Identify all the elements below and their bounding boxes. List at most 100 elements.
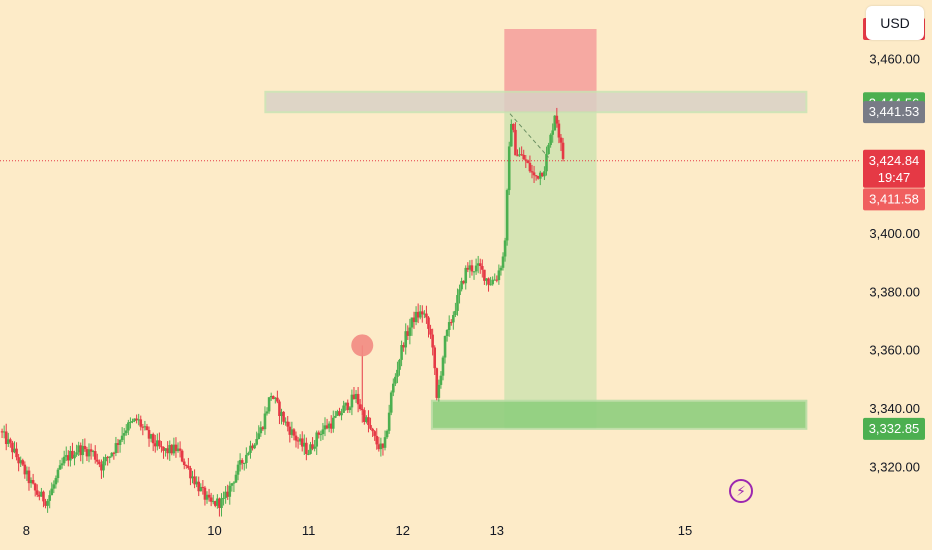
candle-body	[27, 470, 31, 484]
candle-body	[178, 448, 182, 451]
candle-body	[433, 347, 437, 369]
candle-body	[31, 480, 35, 484]
candle-body	[400, 345, 403, 360]
currency-button[interactable]: USD	[866, 6, 924, 40]
y-tick-label: 3,320.00	[869, 459, 920, 474]
candle-body	[87, 449, 91, 457]
candle-body	[160, 446, 163, 448]
candle-body	[346, 402, 350, 411]
candle-body	[503, 240, 507, 257]
candle-body	[340, 412, 343, 416]
candle-body	[13, 448, 16, 453]
candle-body	[497, 270, 501, 281]
candle-body	[373, 431, 376, 436]
time-axis[interactable]: 8 10 11 12 13 15	[23, 523, 692, 538]
candle-body	[431, 334, 434, 348]
candle-body	[352, 394, 356, 400]
candle-body	[443, 336, 447, 358]
candle-body	[522, 154, 526, 160]
y-tick-label: 3,400.00	[869, 226, 920, 241]
candle-body	[44, 501, 47, 506]
candle-body	[17, 457, 20, 464]
candle-body	[557, 123, 561, 138]
candle-body	[429, 328, 432, 335]
candle-body	[460, 280, 463, 290]
candle-body	[253, 444, 256, 449]
candle-body	[251, 445, 254, 449]
price-tag-label: 3,411.58	[869, 191, 919, 206]
candle-body	[313, 446, 316, 449]
price-tag	[863, 188, 925, 211]
candle-body	[118, 440, 122, 445]
candle-body	[137, 419, 140, 421]
candle-body	[356, 393, 360, 405]
candle-body	[143, 426, 147, 428]
candle-body	[58, 465, 62, 470]
candle-body	[201, 486, 205, 488]
candle-body	[48, 495, 51, 501]
candle-body	[323, 425, 327, 430]
candle-body	[516, 155, 519, 157]
candle-body	[305, 442, 308, 454]
candle-body	[145, 426, 149, 431]
candle-body	[71, 450, 74, 459]
candle-body	[447, 322, 451, 331]
candle-body	[381, 443, 385, 448]
candle-body	[406, 331, 410, 336]
candle-body	[524, 159, 528, 161]
y-tick-label: 3,360.00	[869, 343, 920, 358]
candle-body	[189, 468, 192, 479]
candle-body	[435, 368, 439, 398]
candle-body	[164, 448, 167, 451]
candle-body	[551, 130, 554, 135]
candle-body	[197, 481, 201, 492]
candle-body	[509, 123, 513, 147]
candle-body	[40, 491, 43, 497]
price-tag-label: 3,441.53	[869, 104, 920, 119]
candle-body	[35, 490, 39, 495]
overlays-layer	[0, 113, 860, 423]
candle-body	[344, 402, 347, 406]
candle-body	[507, 146, 511, 191]
candle-body	[127, 422, 130, 431]
candle-body	[441, 357, 445, 376]
candle-body	[174, 444, 178, 452]
candle-body	[286, 421, 290, 427]
zones-layer	[264, 28, 808, 430]
candle-body	[54, 478, 58, 485]
candle-body	[408, 327, 412, 336]
candle-body	[77, 445, 80, 453]
lightning-icon[interactable]: ⚡	[729, 479, 753, 503]
candle-body	[489, 284, 492, 286]
price-tag	[863, 101, 925, 124]
candle-body	[296, 440, 300, 442]
candle-body	[2, 431, 6, 433]
candle-body	[6, 439, 10, 445]
candle-body	[476, 263, 480, 266]
candle-body	[213, 501, 217, 506]
candle-body	[342, 405, 345, 413]
candle-body	[555, 115, 559, 124]
candle-body	[288, 426, 292, 435]
candle-body	[203, 487, 207, 500]
candle-body	[334, 415, 337, 418]
candle-body	[427, 317, 430, 329]
candle-body	[278, 401, 281, 417]
candle-body	[396, 369, 399, 377]
candle-body	[180, 450, 184, 462]
candle-body	[108, 456, 112, 458]
price-tag	[863, 417, 925, 440]
candle-body	[302, 442, 306, 447]
candle-body	[11, 442, 14, 453]
candle-body	[98, 461, 101, 465]
candle-body	[379, 443, 383, 450]
candle-body	[532, 172, 536, 176]
price-axis[interactable]: 3,460.00 3,400.00 3,380.00 3,360.00 3,340.00…	[869, 51, 920, 474]
candle-body	[474, 265, 478, 272]
candle-body	[112, 452, 116, 454]
candle-body	[38, 494, 41, 497]
candle-body	[315, 432, 319, 447]
candle-body	[124, 430, 128, 434]
candle-body	[220, 498, 223, 508]
